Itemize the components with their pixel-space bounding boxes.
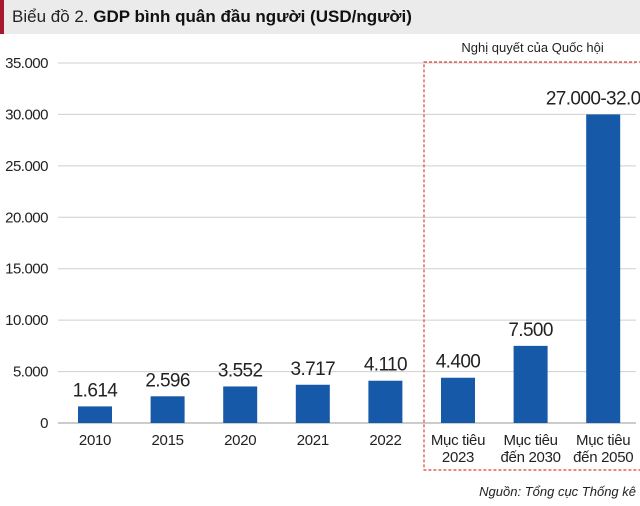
y-tick-label: 0 bbox=[40, 415, 48, 432]
x-tick-label: 2015 bbox=[152, 432, 184, 449]
highlight-frame bbox=[423, 61, 640, 471]
bar bbox=[586, 114, 621, 423]
x-tick-label: 2021 bbox=[297, 432, 329, 449]
x-tick-label: 2023 bbox=[442, 449, 474, 466]
data-label: 4.400 bbox=[436, 352, 481, 373]
x-tick-label: 2010 bbox=[79, 432, 111, 449]
bar bbox=[513, 345, 548, 423]
x-tick-label: Mục tiêu bbox=[503, 432, 557, 449]
y-tick-label: 10.000 bbox=[5, 312, 48, 329]
x-tick-label: 2022 bbox=[369, 432, 401, 449]
data-label: 4.110 bbox=[364, 355, 407, 376]
data-label: 3.717 bbox=[291, 359, 336, 380]
y-tick-label: 15.000 bbox=[5, 261, 48, 278]
y-tick-label: 5.000 bbox=[13, 364, 48, 381]
data-label: 2.596 bbox=[145, 370, 190, 391]
data-label: 27.000-32.000 bbox=[546, 88, 640, 109]
data-label: 1.614 bbox=[73, 380, 119, 401]
bar bbox=[150, 396, 185, 423]
title-bar: Biểu đồ 2. GDP bình quân đầu người (USD/… bbox=[0, 0, 640, 34]
y-tick-label: 20.000 bbox=[5, 209, 48, 226]
title-accent-stripe bbox=[0, 0, 4, 34]
bar bbox=[78, 406, 112, 423]
bar bbox=[295, 384, 330, 423]
bar bbox=[223, 386, 258, 423]
x-tick-label: đến 2050 bbox=[573, 449, 633, 466]
chart-title-main: GDP bình quân đầu người (USD/người) bbox=[93, 7, 412, 26]
bar bbox=[441, 377, 475, 423]
data-label: 7.500 bbox=[508, 320, 553, 341]
x-tick-label: 2020 bbox=[224, 432, 256, 449]
y-tick-label: 30.000 bbox=[5, 106, 48, 123]
chart-title-prefix: Biểu đồ 2. bbox=[12, 7, 89, 26]
x-tick-label: Mục tiêu bbox=[431, 432, 485, 449]
annotation-label: Nghị quyết của Quốc hội bbox=[461, 40, 603, 55]
chart-title: Biểu đồ 2. GDP bình quân đầu người (USD/… bbox=[12, 7, 412, 27]
x-tick-label: Mục tiêu bbox=[576, 432, 630, 449]
source-note: Nguồn: Tổng cục Thống kê bbox=[479, 484, 636, 499]
x-tick-label: đến 2030 bbox=[501, 449, 561, 466]
y-tick-label: 25.000 bbox=[5, 158, 48, 175]
y-tick-label: 35.000 bbox=[5, 55, 48, 72]
data-label: 3.552 bbox=[218, 360, 263, 381]
bar bbox=[368, 380, 403, 423]
